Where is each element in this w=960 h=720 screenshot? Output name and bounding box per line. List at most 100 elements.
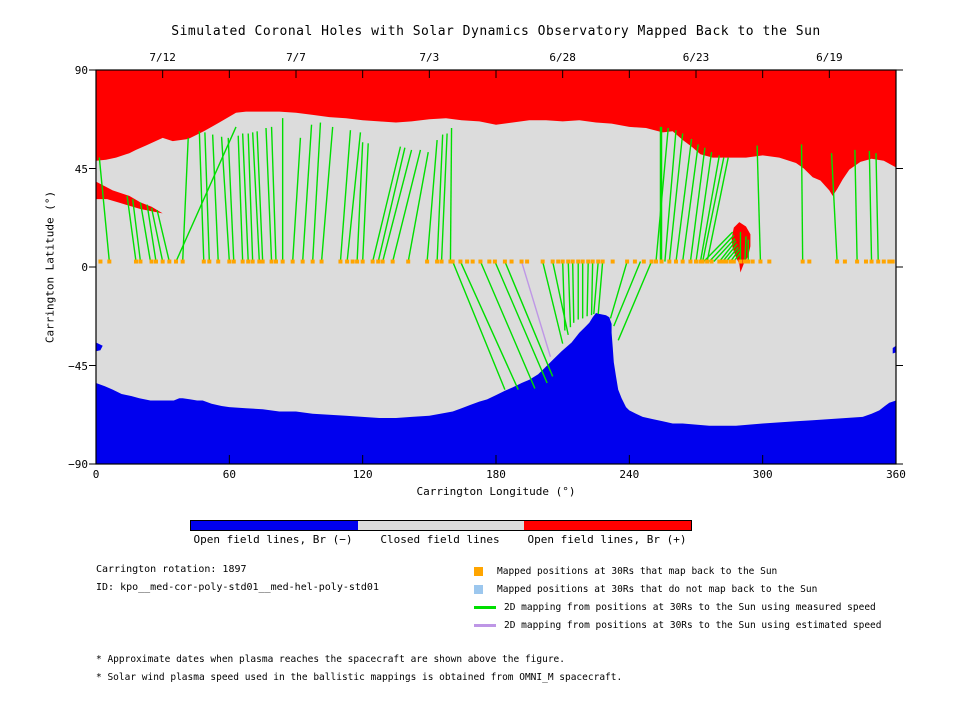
marker-mapped [350, 259, 355, 264]
color-bar-label-negative: Open field lines, Br (−) [193, 533, 353, 546]
marker-mapped [216, 259, 221, 264]
mapping-line-measured [301, 124, 313, 262]
mapping-line-measured [131, 199, 142, 262]
marker-mapped [250, 259, 255, 264]
date-label-7/7: 7/7 [286, 51, 306, 64]
mapping-line-measured [146, 204, 157, 262]
y-tick--90: −90 [68, 458, 88, 471]
mapping-line-measured [701, 157, 725, 262]
marker-mapped [720, 259, 725, 264]
marker-mapped [450, 259, 455, 264]
marker-mapped [98, 259, 103, 264]
mapping-line-measured [561, 261, 566, 331]
marker-mapped [458, 259, 463, 264]
model-id-text: ID: kpo__med-cor-poly-std01__med-hel-pol… [96, 582, 379, 593]
marker-mapped [709, 259, 714, 264]
marker-mapped [625, 259, 630, 264]
color-bar-segment-closed [357, 521, 525, 530]
mapping-line-measured [613, 261, 642, 327]
mapping-line-measured [211, 134, 219, 262]
marker-mapped [154, 259, 158, 264]
marker-mapped [705, 259, 710, 264]
mapping-line-measured [593, 261, 599, 315]
marker-mapped [560, 259, 565, 264]
mapping-line-measured [459, 261, 519, 390]
marker-mapped [586, 259, 591, 264]
marker-mapped [590, 259, 595, 264]
marker-mapped [688, 259, 693, 264]
mapping-line-estimated [520, 261, 552, 357]
mapping-line-measured [251, 132, 261, 262]
marker-mapped [300, 259, 305, 264]
mapping-line-measured [291, 137, 302, 262]
open-field-speck-east [892, 345, 896, 354]
mapping-line-measured [551, 261, 569, 336]
marker-mapped [360, 259, 365, 264]
mapping-line-measured [571, 261, 575, 323]
mapping-line-measured [436, 134, 444, 262]
marker-mapped [842, 259, 847, 264]
marker-mapped [380, 259, 385, 264]
mapping-line-measured [756, 145, 762, 262]
mapping-line-measured [479, 261, 536, 389]
mapping-line-measured [541, 261, 564, 344]
date-label-7/12: 7/12 [149, 51, 176, 64]
marker-mapped [519, 259, 524, 264]
mapping-line-measured [175, 126, 237, 262]
color-bar-label-closed: Closed field lines [380, 533, 500, 546]
marker-mapped [731, 259, 736, 264]
marker-mapped [487, 259, 492, 264]
open-field-speck-west [96, 342, 103, 352]
mapping-line-measured [270, 126, 277, 262]
mapping-line-measured [247, 133, 254, 262]
mapping-line-measured [156, 209, 171, 262]
mapping-line-measured [800, 144, 804, 262]
mapping-line-measured [725, 246, 739, 262]
marker-mapped [667, 259, 672, 264]
marker-mapped [680, 259, 685, 264]
marker-mapped [390, 259, 395, 264]
marker-mapped [231, 259, 236, 264]
y-tick--45: −45 [68, 359, 88, 373]
marker-mapped [425, 259, 430, 264]
mapping-line-measured [346, 132, 362, 262]
marker-mapped [509, 259, 514, 264]
mapping-line-measured [126, 195, 137, 262]
mapping-line-measured [699, 155, 721, 262]
marker-mapped [641, 259, 646, 264]
mapping-line-measured [681, 144, 699, 262]
mapping-line-measured [868, 150, 873, 262]
y-tick-90: 90 [74, 64, 88, 77]
marker-mapped [566, 259, 571, 264]
mapping-line-measured [722, 243, 738, 262]
marker-mapped [338, 259, 343, 264]
marker-mapped [478, 259, 483, 264]
x-tick-300: 300 [752, 468, 773, 481]
open-field-tongue-west [96, 181, 163, 214]
marker-mapped [319, 259, 324, 264]
marker-mapped [876, 259, 881, 264]
x-tick-0: 0 [92, 468, 100, 481]
marker-mapped [887, 259, 892, 264]
mapping-line-measured [256, 131, 264, 262]
legend-item-mapped: Mapped positions at 30Rs that map back t… [474, 564, 777, 578]
marker-mapped [227, 259, 232, 264]
mapping-line-measured [98, 157, 111, 262]
legend-item-estimated-speed: 2D mapping from positions at 30Rs to the… [474, 618, 882, 632]
mapping-line-measured [227, 137, 235, 262]
marker-mapped [550, 259, 555, 264]
mapping-line-measured [590, 261, 594, 316]
marker-mapped [580, 259, 585, 264]
marker-mapped [246, 259, 251, 264]
marker-mapped [800, 259, 805, 264]
mapping-line-measured [664, 130, 677, 262]
mapping-line-measured [377, 147, 406, 262]
date-label-6/19: 6/19 [816, 51, 843, 64]
carrington-rotation-text: Carrington rotation: 1897 [96, 564, 247, 575]
marker-mapped [269, 259, 274, 264]
mapping-line-measured [609, 261, 628, 319]
marker-mapped [835, 259, 840, 264]
mapping-line-measured [655, 127, 669, 262]
mapping-line-measured [713, 238, 736, 263]
marker-mapped [855, 259, 860, 264]
